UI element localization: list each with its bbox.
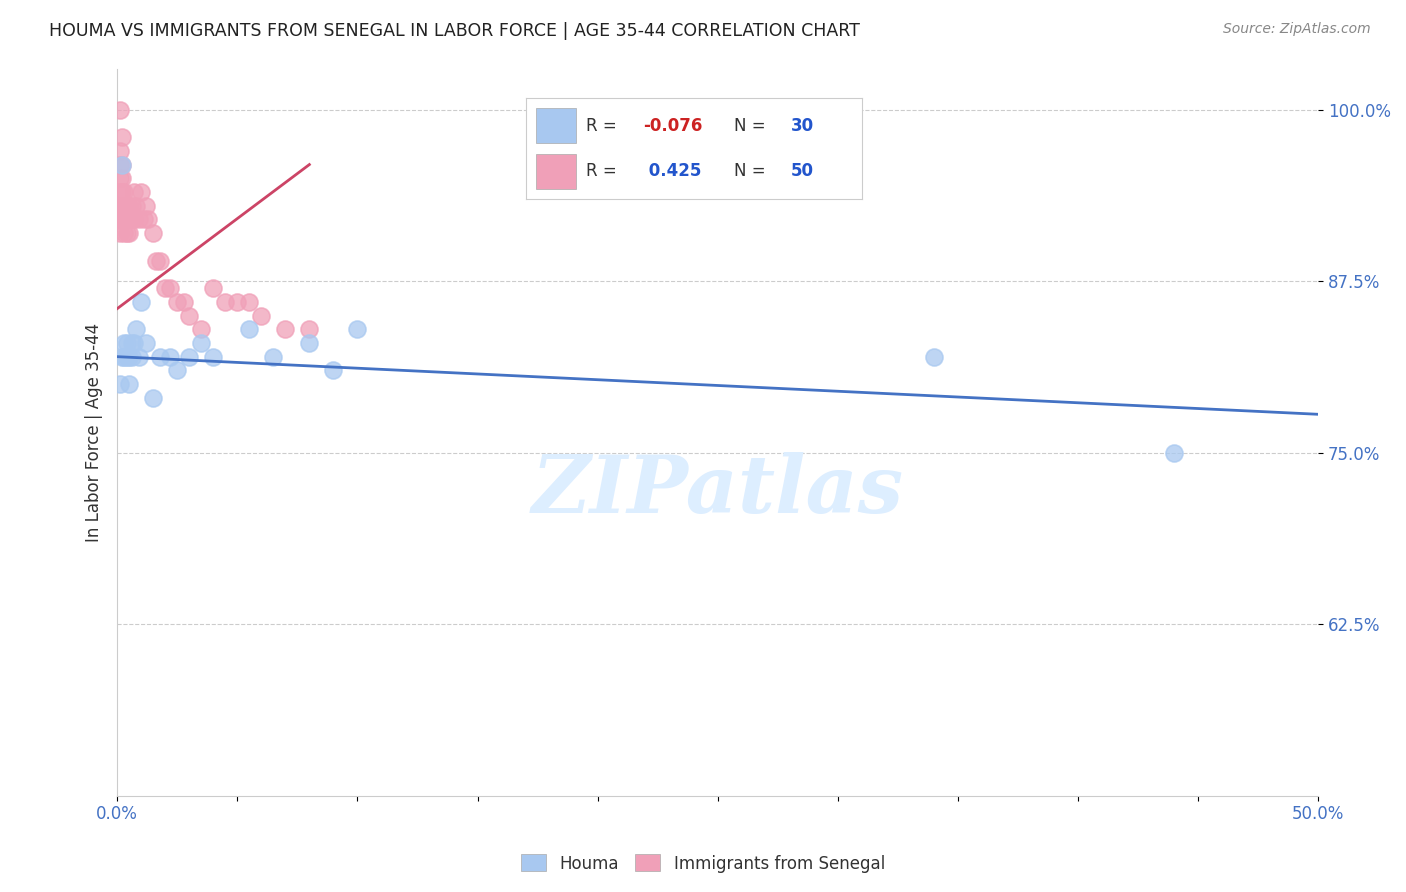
Point bbox=[118, 377, 141, 392]
Point bbox=[129, 185, 152, 199]
Point bbox=[128, 350, 150, 364]
Point bbox=[125, 199, 148, 213]
Point bbox=[135, 199, 157, 213]
Point bbox=[125, 322, 148, 336]
Point bbox=[108, 171, 131, 186]
Point bbox=[922, 350, 945, 364]
Point bbox=[118, 199, 141, 213]
Point bbox=[166, 363, 188, 377]
Point bbox=[111, 157, 134, 171]
Point bbox=[112, 350, 135, 364]
Point bbox=[1163, 446, 1185, 460]
Point bbox=[298, 335, 321, 350]
Point bbox=[121, 212, 143, 227]
Point bbox=[149, 350, 172, 364]
Point bbox=[108, 103, 131, 117]
Point bbox=[121, 335, 143, 350]
Point bbox=[111, 171, 134, 186]
Point bbox=[214, 294, 236, 309]
Point bbox=[142, 391, 165, 405]
Point bbox=[111, 212, 134, 227]
Point bbox=[159, 350, 181, 364]
Point bbox=[238, 322, 260, 336]
Point bbox=[322, 363, 344, 377]
Point bbox=[202, 350, 225, 364]
Point bbox=[108, 144, 131, 158]
Point bbox=[190, 335, 212, 350]
Y-axis label: In Labor Force | Age 35-44: In Labor Force | Age 35-44 bbox=[86, 323, 103, 541]
Point bbox=[118, 212, 141, 227]
Point bbox=[111, 185, 134, 199]
Point bbox=[122, 212, 145, 227]
Point bbox=[262, 350, 284, 364]
Point bbox=[159, 281, 181, 295]
Point bbox=[108, 226, 131, 240]
Point bbox=[112, 185, 135, 199]
Point bbox=[112, 212, 135, 227]
Point bbox=[132, 212, 155, 227]
Text: ZIPatlas: ZIPatlas bbox=[531, 451, 904, 529]
Point bbox=[274, 322, 297, 336]
Point bbox=[108, 212, 131, 227]
Point bbox=[112, 199, 135, 213]
Point bbox=[173, 294, 195, 309]
Point bbox=[108, 377, 131, 392]
Point bbox=[226, 294, 249, 309]
Point bbox=[115, 199, 138, 213]
Point bbox=[115, 335, 138, 350]
Point bbox=[179, 309, 201, 323]
Point bbox=[111, 157, 134, 171]
Point bbox=[115, 350, 138, 364]
Point bbox=[190, 322, 212, 336]
Point bbox=[122, 185, 145, 199]
Point bbox=[129, 294, 152, 309]
Point bbox=[115, 226, 138, 240]
Point bbox=[202, 281, 225, 295]
Point bbox=[145, 253, 167, 268]
Point bbox=[179, 350, 201, 364]
Point bbox=[108, 185, 131, 199]
Point bbox=[166, 294, 188, 309]
Point bbox=[122, 335, 145, 350]
Point bbox=[128, 212, 150, 227]
Point bbox=[112, 335, 135, 350]
Point bbox=[118, 226, 141, 240]
Point bbox=[115, 212, 138, 227]
Text: Source: ZipAtlas.com: Source: ZipAtlas.com bbox=[1223, 22, 1371, 37]
Point bbox=[112, 226, 135, 240]
Text: HOUMA VS IMMIGRANTS FROM SENEGAL IN LABOR FORCE | AGE 35-44 CORRELATION CHART: HOUMA VS IMMIGRANTS FROM SENEGAL IN LABO… bbox=[49, 22, 860, 40]
Legend: Houma, Immigrants from Senegal: Houma, Immigrants from Senegal bbox=[515, 847, 891, 880]
Point bbox=[135, 335, 157, 350]
Point bbox=[346, 322, 368, 336]
Point bbox=[238, 294, 260, 309]
Point bbox=[111, 199, 134, 213]
Point bbox=[250, 309, 273, 323]
Point bbox=[118, 350, 141, 364]
Point bbox=[108, 157, 131, 171]
Point bbox=[111, 130, 134, 145]
Point bbox=[121, 199, 143, 213]
Point bbox=[149, 253, 172, 268]
Point bbox=[142, 226, 165, 240]
Point bbox=[111, 350, 134, 364]
Point bbox=[155, 281, 177, 295]
Point bbox=[138, 212, 160, 227]
Point bbox=[121, 350, 143, 364]
Point bbox=[108, 199, 131, 213]
Point bbox=[298, 322, 321, 336]
